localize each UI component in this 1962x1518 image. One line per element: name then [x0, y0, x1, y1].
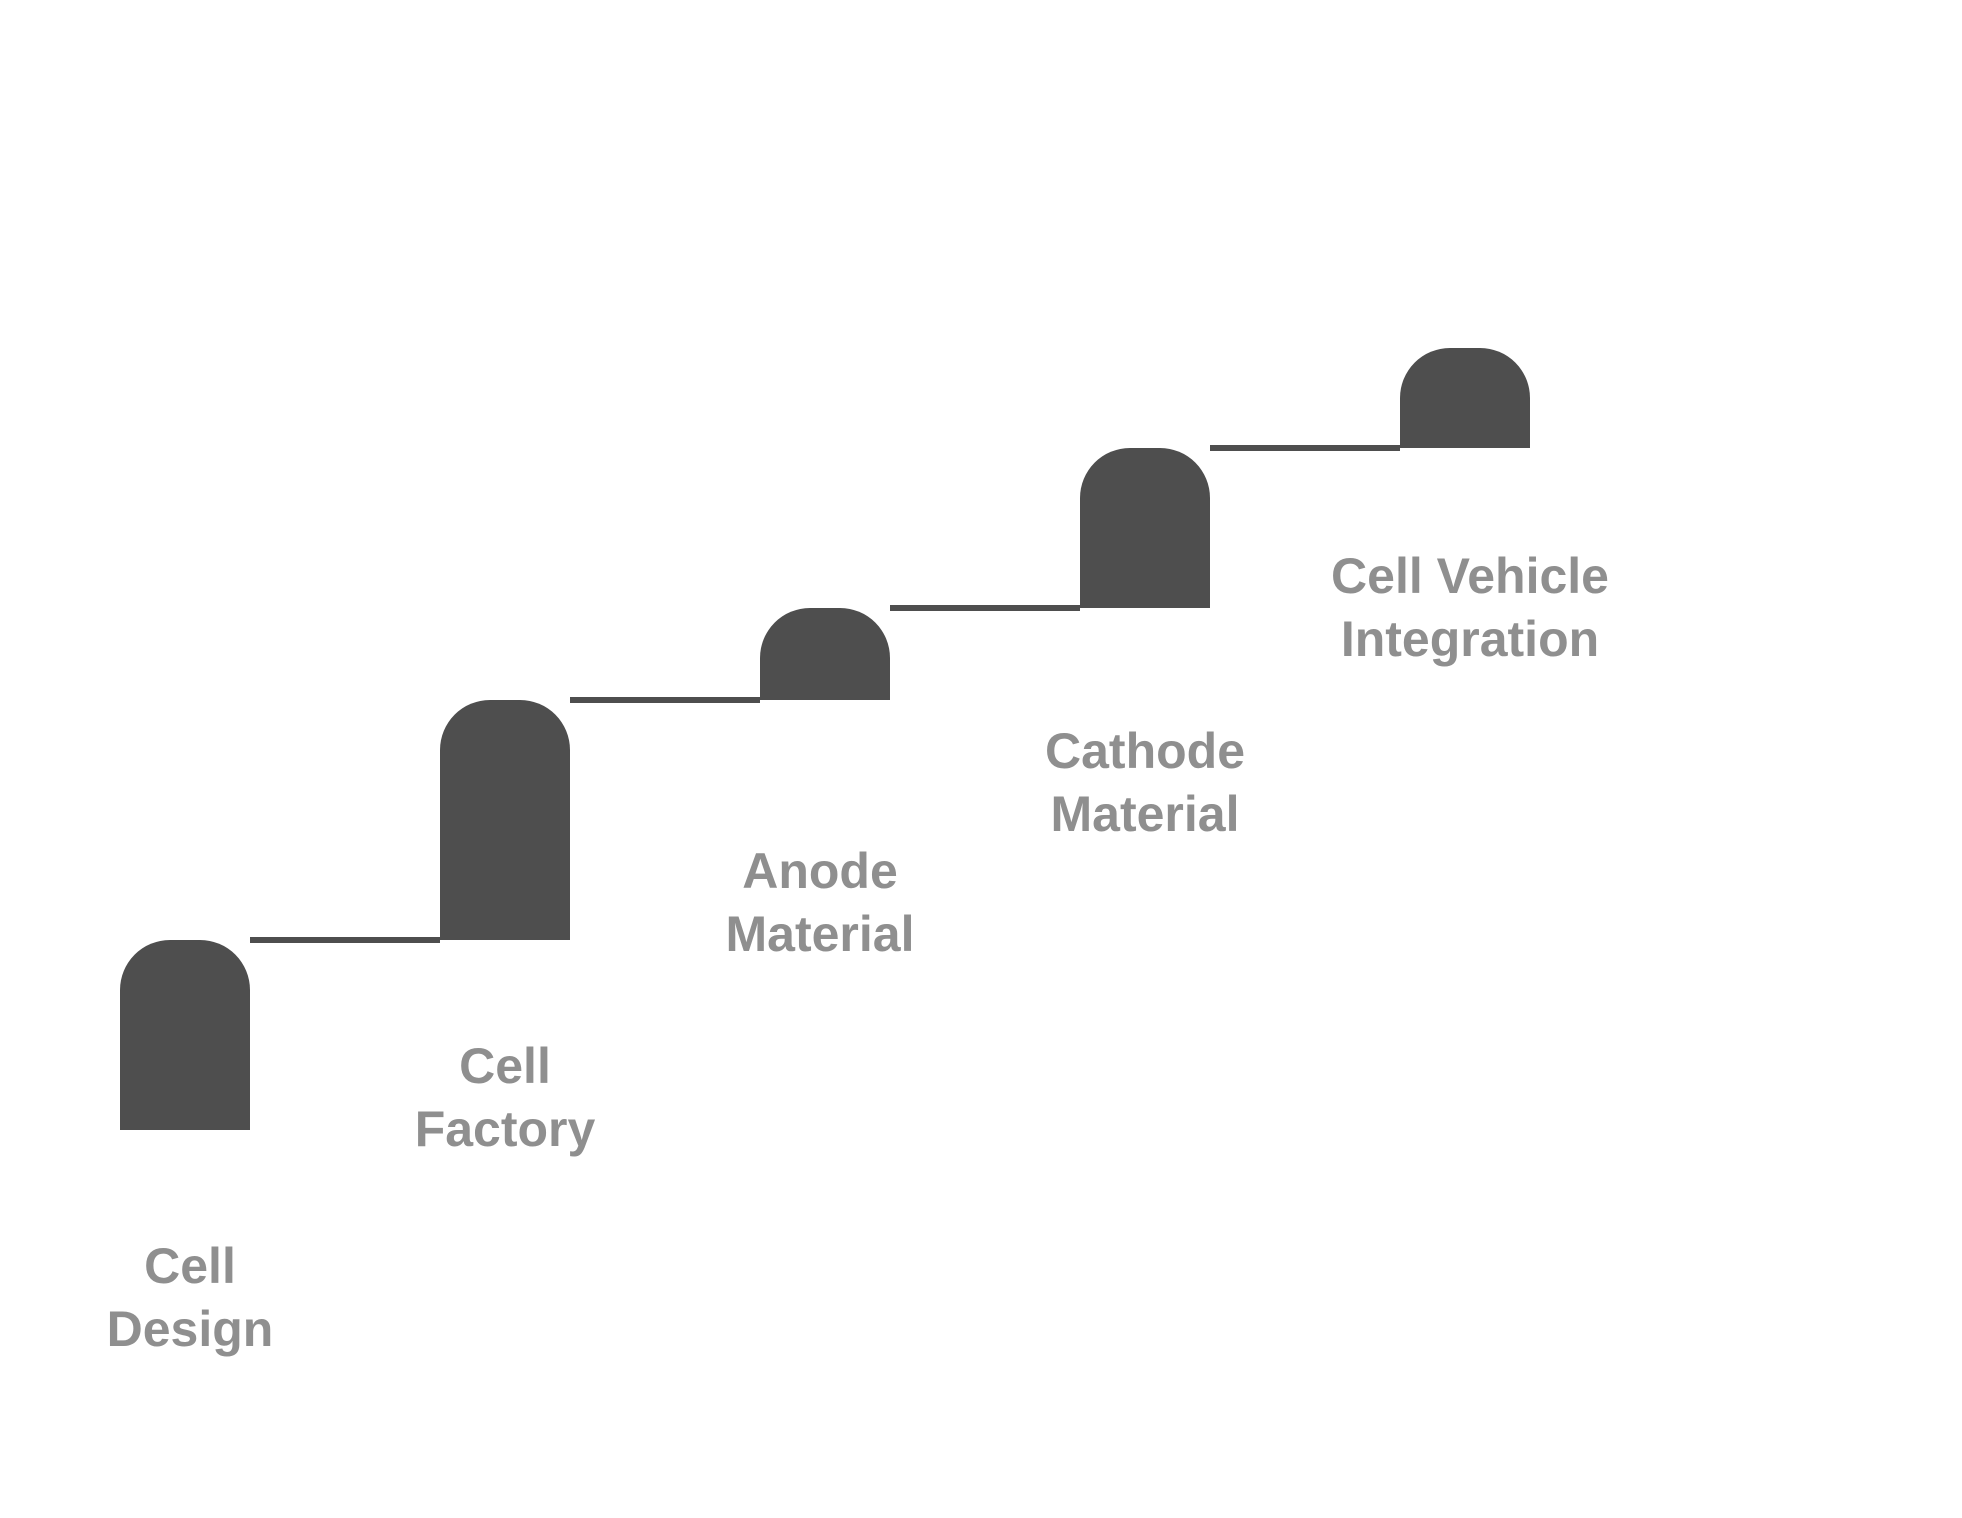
- step-connector: [570, 697, 760, 703]
- step-connector: [1210, 445, 1400, 451]
- step-pct-label: 14%: [90, 810, 202, 875]
- step-bar: [1400, 348, 1530, 448]
- step-category-label: Cathode Material: [985, 720, 1305, 845]
- step-chart: 56% $ / KWH Reduction 14% Cell Design 18% C…: [0, 0, 1962, 1518]
- step-category-label: Cell Design: [80, 1235, 300, 1360]
- chart-title: 56% $ / KWH Reduction: [143, 30, 772, 95]
- step-connector: [890, 605, 1080, 611]
- step-connector: [250, 937, 440, 943]
- step-bar: [120, 940, 250, 1130]
- step-bar: [1080, 448, 1210, 608]
- step-category-label: Cell Vehicle Integration: [1305, 545, 1635, 670]
- step-bar: [440, 700, 570, 940]
- step-bar: [760, 608, 890, 700]
- step-pct-label: 18%: [410, 595, 522, 660]
- step-pct-label: 7%: [1395, 240, 1476, 305]
- step-pct-label: 5%: [760, 500, 841, 565]
- step-category-label: Cell Factory: [390, 1035, 620, 1160]
- step-category-label: Anode Material: [670, 840, 970, 965]
- step-pct-label: 12%: [1050, 320, 1162, 385]
